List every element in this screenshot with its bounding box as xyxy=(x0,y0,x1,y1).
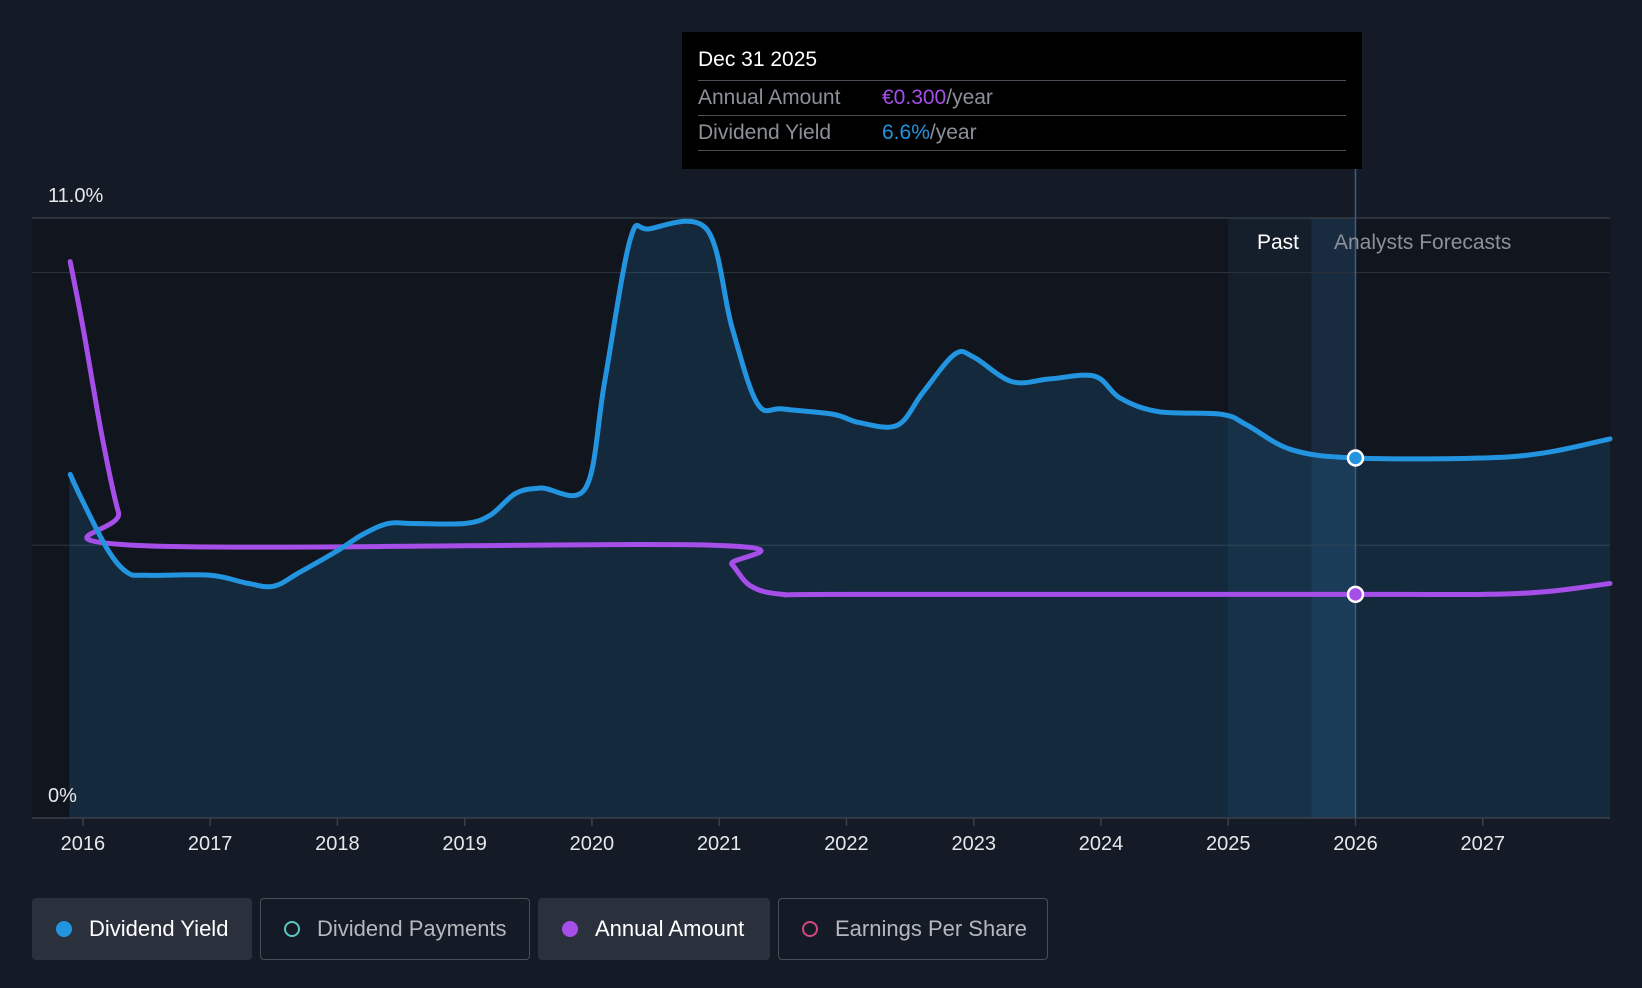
dividend-yield-marker xyxy=(1346,449,1365,467)
tooltip-value-wrap: €0.300/year xyxy=(882,81,993,114)
x-tick-label: 2019 xyxy=(442,833,487,855)
x-tick-label: 2020 xyxy=(570,833,615,855)
dividend-yield-line xyxy=(67,218,1613,590)
legend-circle-icon xyxy=(284,921,300,937)
legend-earnings-per-share-button[interactable]: Earnings Per Share xyxy=(778,898,1048,960)
legend-dividend-yield-button[interactable]: Dividend Yield xyxy=(32,898,252,960)
legend-dividend-payments-button[interactable]: Dividend Payments xyxy=(260,898,530,960)
tooltip-value-wrap: 6.6%/year xyxy=(882,116,977,149)
legend-annual-amount-button[interactable]: Annual Amount xyxy=(538,898,770,960)
past-region-band xyxy=(1228,218,1356,818)
x-axis: 2016 2017 2018 2019 2020 2021 2022 2023 2024 2025… xyxy=(32,817,1610,855)
tooltip-unit: /year xyxy=(946,86,993,109)
past-region-label: Past xyxy=(1257,231,1299,254)
tooltip-unit: /year xyxy=(929,121,977,144)
markers xyxy=(1346,449,1365,604)
x-tick-label: 2017 xyxy=(188,833,233,855)
tooltip-date: Dec 31 2025 xyxy=(698,48,818,71)
dividend-yield-area xyxy=(70,221,1611,818)
series-layer xyxy=(67,218,1613,818)
legend-label: Dividend Yield xyxy=(89,916,229,941)
forecast-region-label: Analysts Forecasts xyxy=(1334,231,1511,254)
tooltip-value: 6.6% xyxy=(882,121,930,144)
legend-label: Dividend Payments xyxy=(317,916,507,941)
legend-dot-icon xyxy=(562,921,578,937)
x-tick-label: 2018 xyxy=(315,833,360,855)
y-axis-top-label: 11.0% xyxy=(48,185,103,207)
y-axis-bottom-label: 0% xyxy=(48,785,77,807)
x-tick-label: 2023 xyxy=(951,833,996,855)
x-tick-label: 2025 xyxy=(1206,833,1251,855)
legend-label: Earnings Per Share xyxy=(835,916,1027,941)
tooltip-label: Annual Amount xyxy=(698,86,841,109)
legend-dot-icon xyxy=(56,921,72,937)
chart-tooltip: Dec 31 2025 Annual Amount €0.300/year Di… xyxy=(682,32,1362,169)
forecast-highlight-band xyxy=(1311,218,1356,818)
x-tick-label: 2024 xyxy=(1079,833,1124,855)
legend-circle-icon xyxy=(802,921,818,937)
legend-label: Annual Amount xyxy=(595,916,745,941)
tooltip-label: Dividend Yield xyxy=(698,121,832,144)
annual-amount-line xyxy=(67,259,1613,598)
x-tick-label: 2021 xyxy=(697,833,742,855)
x-tick-label: 2027 xyxy=(1460,833,1505,855)
annual-amount-marker xyxy=(1346,585,1365,604)
tooltip-value: €0.300 xyxy=(882,86,947,109)
tooltip-row-annual-amount: Annual Amount €0.300/year xyxy=(698,80,1346,115)
tooltip-row-dividend-yield: Dividend Yield 6.6%/year xyxy=(698,115,1346,151)
x-tick-label: 2016 xyxy=(61,833,106,855)
x-tick-label: 2022 xyxy=(824,833,869,855)
x-tick-label: 2026 xyxy=(1333,833,1378,855)
